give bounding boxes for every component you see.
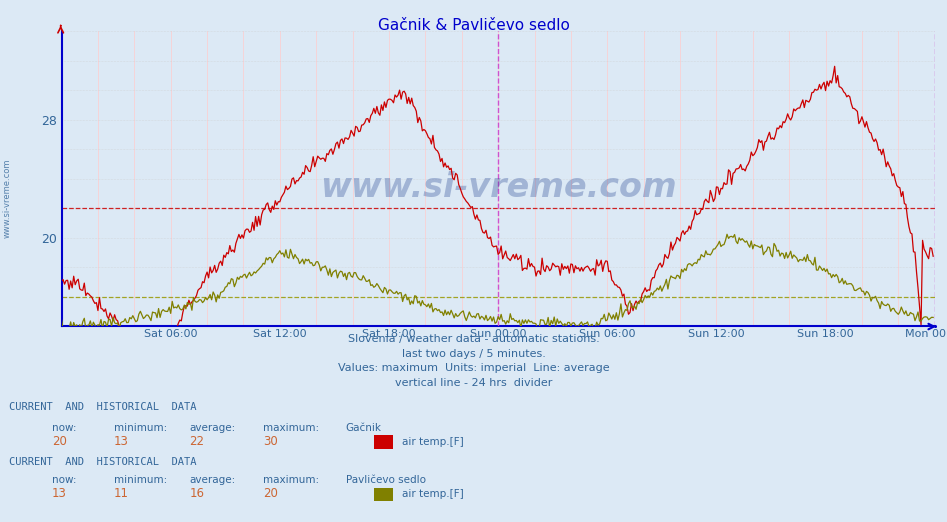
Text: 13: 13 (52, 487, 67, 500)
Text: average:: average: (189, 475, 236, 485)
Text: Slovenia / weather data - automatic stations.: Slovenia / weather data - automatic stat… (348, 334, 599, 344)
Text: 30: 30 (263, 435, 278, 448)
Text: Gačnik: Gačnik (346, 423, 382, 433)
Text: now:: now: (52, 475, 77, 485)
Text: CURRENT  AND  HISTORICAL  DATA: CURRENT AND HISTORICAL DATA (9, 457, 197, 467)
Text: Pavličevo sedlo: Pavličevo sedlo (346, 475, 425, 485)
Text: now:: now: (52, 423, 77, 433)
Text: www.si-vreme.com: www.si-vreme.com (320, 171, 676, 204)
Text: CURRENT  AND  HISTORICAL  DATA: CURRENT AND HISTORICAL DATA (9, 402, 197, 412)
Text: 22: 22 (189, 435, 205, 448)
Text: 11: 11 (114, 487, 129, 500)
Text: 20: 20 (52, 435, 67, 448)
Text: minimum:: minimum: (114, 423, 167, 433)
Text: air temp.[F]: air temp.[F] (402, 437, 464, 447)
Text: Gačnik & Pavličevo sedlo: Gačnik & Pavličevo sedlo (378, 18, 569, 33)
Text: maximum:: maximum: (263, 423, 319, 433)
Text: 20: 20 (263, 487, 278, 500)
Text: maximum:: maximum: (263, 475, 319, 485)
Text: air temp.[F]: air temp.[F] (402, 489, 464, 499)
Text: 16: 16 (189, 487, 205, 500)
Text: vertical line - 24 hrs  divider: vertical line - 24 hrs divider (395, 378, 552, 388)
Text: last two days / 5 minutes.: last two days / 5 minutes. (402, 349, 545, 359)
Text: www.si-vreme.com: www.si-vreme.com (3, 159, 12, 238)
Text: minimum:: minimum: (114, 475, 167, 485)
Text: average:: average: (189, 423, 236, 433)
Text: 13: 13 (114, 435, 129, 448)
Text: Values: maximum  Units: imperial  Line: average: Values: maximum Units: imperial Line: av… (338, 363, 609, 373)
